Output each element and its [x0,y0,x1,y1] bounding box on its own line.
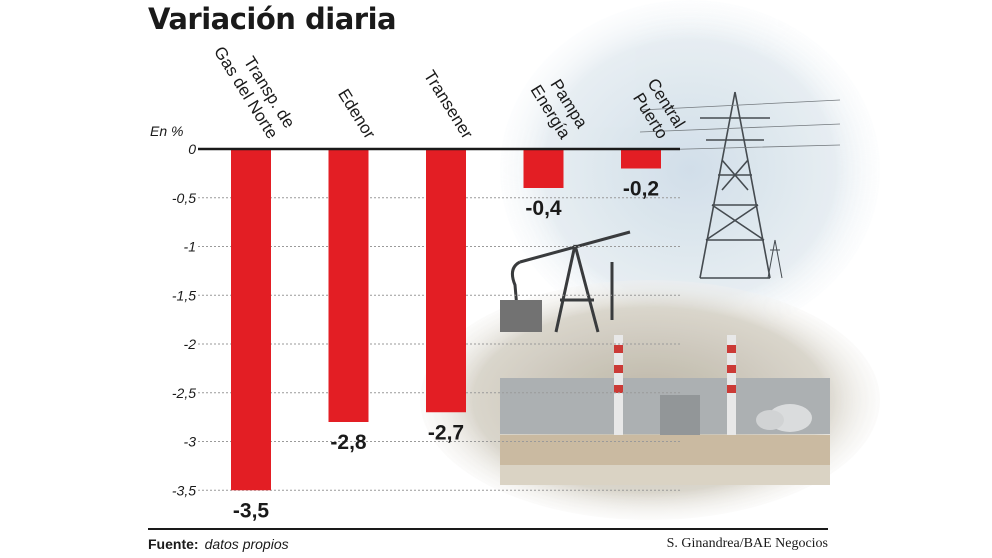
y-tick-label: -1,5 [172,287,196,303]
bar [621,149,661,169]
bar [523,149,564,188]
power-tower-icon [639,91,841,279]
source-label: Fuente: [148,536,199,552]
credit-line: S. Ginandrea/BAE Negocios [666,536,828,551]
value-label: -3,5 [233,499,270,522]
value-label: -2,7 [428,421,464,444]
y-tick-label: -3,5 [172,482,196,498]
pump-jack-icon [500,230,631,333]
category-label-line: Edenor [334,86,379,143]
industrial-energy-photo [420,0,880,520]
y-tick-label: -2,5 [172,385,196,401]
y-tick-label: -2 [184,336,197,352]
bar [328,149,369,422]
y-tick-label: -3 [184,434,197,450]
value-label: -0,4 [525,197,562,220]
y-axis-label: En % [150,123,183,139]
category-label-line: Transener [420,67,477,143]
power-plant-icon [500,335,830,485]
source-value: datos propios [204,536,289,552]
y-tick-label: 0 [188,141,196,157]
source-note: Fuente: datos propios [148,536,289,552]
value-label: -2,8 [330,431,367,454]
bar [426,149,466,413]
category-label: Transener [420,67,477,143]
category-label: Edenor [334,86,379,143]
y-tick-label: -0,5 [172,190,196,206]
value-label: -0,2 [623,178,659,201]
y-tick-label: -1 [184,239,196,255]
bar [231,149,271,491]
chart-title: Variación diaria [148,2,397,36]
footer-rule [148,528,828,530]
